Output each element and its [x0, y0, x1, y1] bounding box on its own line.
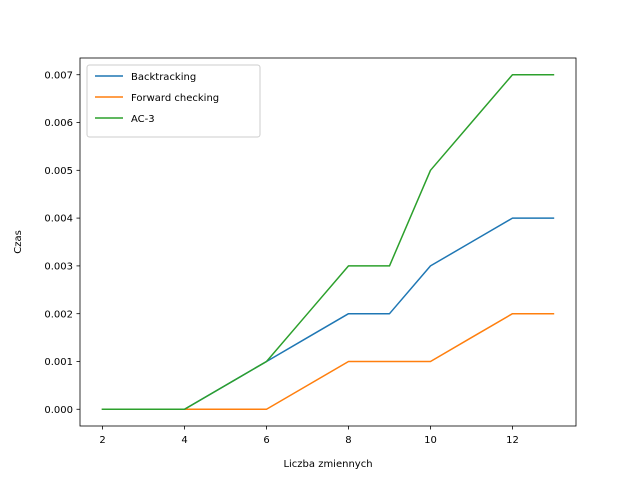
y-tick-label-6: 0.006: [44, 118, 73, 129]
series-layer: [101, 73, 555, 411]
x-tick-label-5: 12: [506, 435, 519, 446]
y-tick-label-3: 0.003: [44, 261, 73, 272]
plot-frame: [79, 57, 577, 427]
y-tick-label-2: 0.002: [44, 309, 73, 320]
y-tick-label-4: 0.004: [44, 214, 73, 225]
x-tick-label-1: 4: [181, 435, 187, 446]
y-axis-label: Czas: [13, 230, 24, 254]
series-line-2: [101, 73, 555, 411]
y-tick-label-5: 0.005: [44, 166, 73, 177]
legend-label-0: Backtracking: [131, 72, 196, 83]
y-tick-label-1: 0.001: [44, 357, 73, 368]
x-tick-label-4: 10: [424, 435, 437, 446]
legend-label-1: Forward checking: [131, 93, 219, 104]
legend: Backtracking Forward checking AC-3: [86, 64, 261, 138]
legend-frame: [86, 64, 261, 138]
y-tick-label-7: 0.007: [44, 70, 73, 81]
x-tick-label-3: 8: [345, 435, 351, 446]
x-axis-label: Liczba zmiennych: [283, 459, 372, 470]
series-line-0: [101, 217, 555, 411]
x-tick-label-0: 2: [99, 435, 105, 446]
series-line-1: [101, 312, 555, 411]
y-tick-label-0: 0.000: [44, 405, 73, 416]
axes-layer: 2 4 6 8 10 12 0.000 0.001 0.002 0.003 0.004 0.005 0.…: [44, 57, 577, 446]
x-tick-label-2: 6: [263, 435, 269, 446]
legend-label-2: AC-3: [131, 114, 155, 125]
